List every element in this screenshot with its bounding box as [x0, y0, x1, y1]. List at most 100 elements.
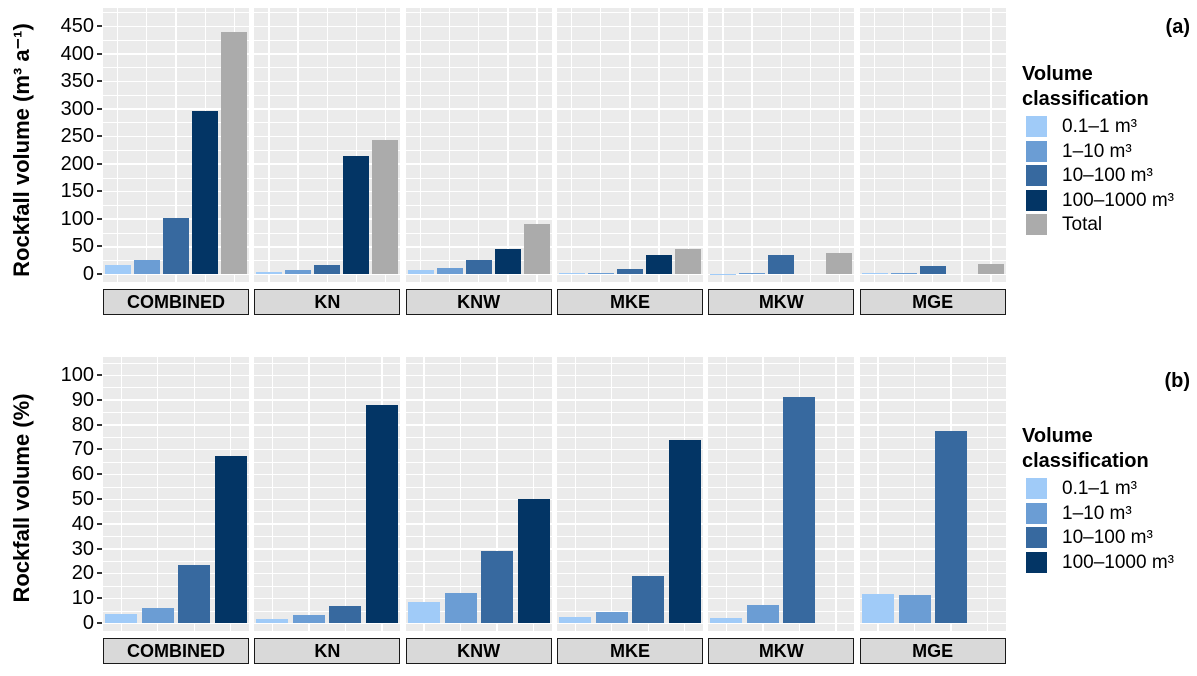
facet-strip-mke: MKE: [556, 638, 703, 664]
major-gridline: [859, 374, 1006, 377]
major-gridline: [254, 622, 401, 625]
vertical-gridline: [647, 357, 649, 631]
minor-gridline: [254, 412, 401, 414]
major-gridline: [405, 498, 552, 501]
vertical-gridline: [751, 8, 753, 282]
minor-gridline: [708, 610, 855, 612]
legend-item: 1–10 m³: [1026, 140, 1196, 163]
major-gridline: [405, 399, 552, 401]
y-tick-mark: [97, 25, 102, 27]
y-tick-mark: [97, 135, 102, 138]
vertical-gridline: [611, 357, 613, 631]
major-gridline: [556, 622, 703, 625]
vertical-gridline: [780, 8, 782, 282]
major-gridline: [859, 498, 1006, 501]
vertical-gridline: [175, 8, 177, 282]
facet-panel-mke: [556, 8, 703, 282]
major-gridline: [254, 548, 401, 550]
bar: [480, 551, 513, 623]
y-tick-label: 350: [60, 70, 94, 93]
minor-gridline: [556, 387, 703, 389]
legend-item: 0.1–1 m³: [1026, 116, 1196, 138]
bar: [739, 272, 766, 274]
y-tick-mark: [97, 245, 102, 248]
major-gridline: [254, 424, 401, 426]
minor-gridline: [859, 511, 1006, 513]
bar: [105, 614, 137, 623]
minor-gridline: [103, 362, 249, 364]
facet-strip-combined: COMBINED: [103, 289, 249, 315]
legend-item-label: 0.1–1 m³: [1062, 478, 1137, 499]
bar: [587, 272, 614, 274]
facet-panel-combined: [103, 8, 249, 282]
bar: [314, 264, 341, 274]
bar: [645, 255, 672, 274]
vertical-gridline: [157, 357, 159, 631]
minor-gridline: [254, 461, 401, 463]
minor-gridline: [254, 536, 401, 538]
major-gridline: [405, 523, 552, 525]
minor-gridline: [405, 561, 552, 562]
vertical-gridline: [116, 8, 119, 282]
facet-panel-mge: [859, 357, 1006, 631]
facet-strip-mkw: MKW: [708, 638, 855, 664]
vertical-gridline: [326, 8, 329, 282]
vertical-gridline: [297, 8, 299, 282]
y-tick-mark: [97, 80, 102, 83]
y-tick-mark: [97, 190, 102, 193]
legend-item-label: 1–10 m³: [1062, 502, 1132, 524]
facet-panel-mge: [859, 8, 1006, 282]
major-gridline: [859, 572, 1006, 575]
legend-swatch: [1026, 551, 1047, 573]
major-gridline: [859, 448, 1006, 451]
y-tick-mark: [97, 547, 102, 550]
vertical-gridline: [477, 8, 480, 282]
facet-strip-combined: COMBINED: [103, 638, 249, 664]
major-gridline: [708, 448, 855, 451]
legend-swatch: [1026, 116, 1047, 137]
y-tick-mark: [97, 448, 102, 451]
legend-swatch: [1026, 189, 1047, 211]
vertical-gridline: [193, 357, 195, 631]
minor-gridline: [556, 486, 703, 488]
bar: [934, 431, 967, 623]
y-tick-label: 10: [71, 587, 94, 610]
facet-strip-mge: MGE: [859, 289, 1006, 315]
major-gridline: [103, 572, 249, 575]
major-gridline: [859, 622, 1006, 625]
bar: [105, 265, 131, 274]
bar: [407, 601, 440, 623]
minor-gridline: [405, 511, 552, 513]
major-gridline: [103, 424, 249, 426]
legend-item: 1–10 m³: [1026, 502, 1196, 525]
vertical-gridline: [902, 8, 905, 282]
facet-panel-kn: [254, 357, 401, 631]
major-gridline: [556, 498, 703, 501]
minor-gridline: [254, 362, 401, 364]
vertical-gridline: [419, 8, 421, 282]
minor-gridline: [859, 561, 1006, 562]
major-gridline: [254, 523, 401, 525]
major-gridline: [254, 498, 401, 501]
bar: [407, 269, 434, 274]
legend-item-label: 10–100 m³: [1062, 527, 1153, 548]
vertical-gridline: [990, 8, 992, 282]
minor-gridline: [254, 561, 401, 562]
facet-panel-mkw: [708, 8, 855, 282]
vertical-gridline: [574, 357, 576, 631]
legend-item-label: Total: [1062, 214, 1103, 235]
vertical-gridline: [507, 8, 509, 282]
minor-gridline: [708, 387, 855, 389]
minor-gridline: [556, 561, 703, 562]
major-gridline: [556, 523, 703, 525]
y-tick-label: 450: [60, 15, 94, 37]
legend-swatch: [1026, 214, 1047, 235]
minor-gridline: [405, 461, 552, 463]
minor-gridline: [556, 536, 703, 538]
bar: [674, 248, 701, 274]
legend-item-label: 10–100 m³: [1062, 165, 1153, 186]
major-gridline: [708, 597, 855, 600]
major-gridline: [103, 448, 249, 451]
major-gridline: [405, 473, 552, 476]
major-gridline: [556, 399, 703, 401]
